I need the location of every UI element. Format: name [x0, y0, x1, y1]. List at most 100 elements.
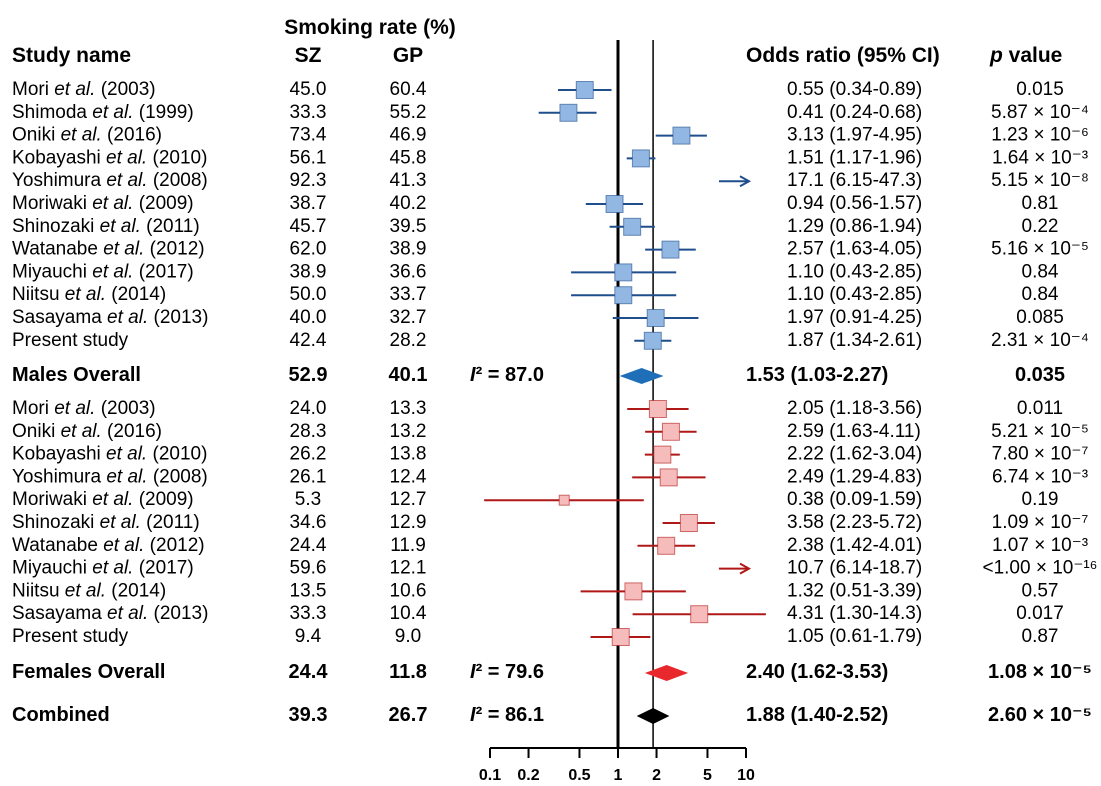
or-ci: 1.51 (1.17-1.96): [787, 147, 922, 168]
study-name: Mori et al. (2003): [12, 398, 156, 419]
or-ci: 2.22 (1.62-3.04): [787, 444, 922, 465]
or-ci: 2.57 (1.63-4.05): [787, 239, 922, 260]
sz-value: 33.3: [290, 603, 327, 624]
study-name: Sasayama et al. (2013): [12, 307, 208, 328]
study-header: Study name: [12, 44, 131, 67]
or-ci: 1.87 (1.34-2.61): [787, 330, 922, 351]
study-box: [631, 149, 650, 168]
p-value: 0.035: [1015, 364, 1065, 386]
x-tick-label: 2: [652, 767, 661, 784]
study-name: Mori et al. (2003): [12, 79, 156, 100]
gp-value: 12.4: [390, 466, 427, 487]
study-box: [558, 494, 570, 506]
study-box: [614, 263, 633, 282]
study-name: Oniki et al. (2016): [12, 421, 162, 442]
x-tick-label: 1: [614, 767, 623, 784]
study-box: [646, 309, 665, 327]
study-name: Niitsu et al. (2014): [12, 284, 166, 305]
i-squared: I² = 87.0: [470, 364, 544, 386]
study-box: [623, 217, 642, 236]
or-ci: 2.59 (1.63-4.11): [787, 421, 921, 442]
p-value: 0.84: [1022, 284, 1059, 305]
study-name: Moriwaki et al. (2009): [12, 193, 194, 214]
or-ci: 0.41 (0.24-0.68): [787, 102, 922, 123]
or-ci: 17.1 (6.15-47.3): [787, 170, 922, 191]
gp-value: 46.9: [390, 125, 427, 146]
sz-value: 38.9: [290, 261, 327, 282]
study-box: [661, 422, 680, 441]
or-ci: 1.88 (1.40-2.52): [746, 704, 888, 726]
gp-value: 40.1: [389, 364, 428, 386]
p-value: 5.21 × 10⁻⁵: [991, 421, 1089, 442]
study-name: Shinozaki et al. (2011): [12, 216, 200, 237]
or-ci: 1.53 (1.03-2.27): [746, 364, 888, 386]
p-header: p value: [989, 44, 1062, 67]
sz-value: 5.3: [295, 489, 321, 510]
gp-value: 38.9: [390, 239, 427, 260]
gp-value: 12.7: [390, 489, 427, 510]
arrow-head: [739, 175, 752, 188]
sz-value: 40.0: [290, 307, 327, 328]
p-value: 0.011: [1017, 398, 1063, 419]
study-box: [657, 536, 676, 555]
or-ci: 2.49 (1.29-4.83): [787, 466, 922, 487]
p-value: 0.57: [1022, 580, 1059, 601]
or-ci: 4.31 (1.30-14.3): [787, 603, 922, 624]
gp-value: 13.2: [390, 421, 427, 442]
sz-value: 28.3: [290, 421, 327, 442]
study-name: Present study: [12, 626, 129, 647]
gp-value: 13.8: [390, 444, 427, 465]
study-name: Shimoda et al. (1999): [12, 102, 194, 123]
pooled-diamond: [619, 368, 664, 384]
i-squared: I² = 86.1: [470, 704, 544, 726]
gp-value: 28.2: [390, 330, 427, 351]
arrow-head: [739, 562, 752, 575]
study-box: [643, 331, 662, 350]
study-name: Sasayama et al. (2013): [12, 603, 208, 624]
sz-value: 59.6: [290, 558, 327, 579]
p-value: 1.23 × 10⁻⁶: [991, 125, 1089, 146]
p-value: 5.87 × 10⁻⁴: [991, 102, 1089, 123]
p-value: 1.08 × 10⁻⁵: [988, 661, 1092, 683]
study-box: [648, 400, 667, 418]
sz-value: 45.0: [290, 79, 327, 100]
gp-value: 10.6: [390, 580, 427, 601]
sz-value: 92.3: [290, 170, 327, 191]
study-name: Watanabe et al. (2012): [12, 239, 205, 260]
gp-value: 9.0: [395, 626, 421, 647]
pooled-diamond: [636, 708, 670, 724]
gp-value: 33.7: [390, 284, 427, 305]
sz-value: 73.4: [290, 125, 327, 146]
p-value: 0.015: [1016, 79, 1064, 100]
p-value: 0.017: [1016, 603, 1064, 624]
or-ci: 1.32 (0.51-3.39): [787, 580, 922, 601]
x-tick-label: 0.5: [568, 767, 590, 784]
gp-value: 45.8: [390, 147, 427, 168]
gp-value: 11.9: [390, 535, 426, 556]
p-value: 6.74 × 10⁻³: [992, 466, 1088, 487]
gp-value: 60.4: [390, 79, 427, 100]
sz-header: SZ: [295, 44, 322, 67]
or-ci: 0.38 (0.09-1.59): [787, 489, 922, 510]
gp-value: 10.4: [390, 603, 427, 624]
p-value: 7.80 × 10⁻⁷: [992, 444, 1089, 465]
or-ci: 3.13 (1.97-4.95): [787, 125, 922, 146]
study-box: [672, 126, 691, 145]
p-value: 2.60 × 10⁻⁵: [988, 704, 1092, 726]
gp-value: 36.6: [390, 261, 427, 282]
study-box: [659, 468, 678, 487]
gp-value: 26.7: [389, 704, 428, 726]
study-box: [653, 445, 672, 464]
p-value: 0.085: [1016, 307, 1064, 328]
study-name: Miyauchi et al. (2017): [12, 261, 194, 282]
sz-value: 50.0: [290, 284, 327, 305]
p-value: 1.07 × 10⁻³: [992, 535, 1088, 556]
p-value: 0.84: [1022, 261, 1059, 282]
sz-value: 24.0: [290, 398, 327, 419]
p-value: 5.15 × 10⁻⁸: [991, 170, 1089, 191]
gp-value: 12.1: [390, 558, 427, 579]
study-name: Watanabe et al. (2012): [12, 535, 205, 556]
or-ci: 0.55 (0.34-0.89): [787, 79, 922, 100]
p-value: 1.09 × 10⁻⁷: [992, 512, 1089, 533]
study-name: Kobayashi et al. (2010): [12, 147, 207, 168]
